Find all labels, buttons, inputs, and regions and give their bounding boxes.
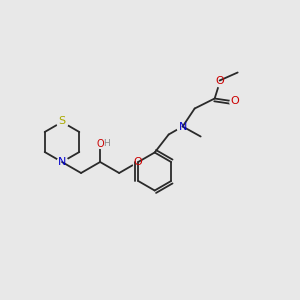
- Text: N: N: [58, 157, 66, 167]
- Text: O: O: [215, 76, 224, 85]
- Text: N: N: [178, 122, 187, 131]
- Text: O: O: [134, 157, 142, 167]
- Text: H: H: [103, 139, 110, 148]
- Text: S: S: [58, 116, 66, 126]
- Text: O: O: [230, 97, 239, 106]
- Text: O: O: [96, 139, 104, 149]
